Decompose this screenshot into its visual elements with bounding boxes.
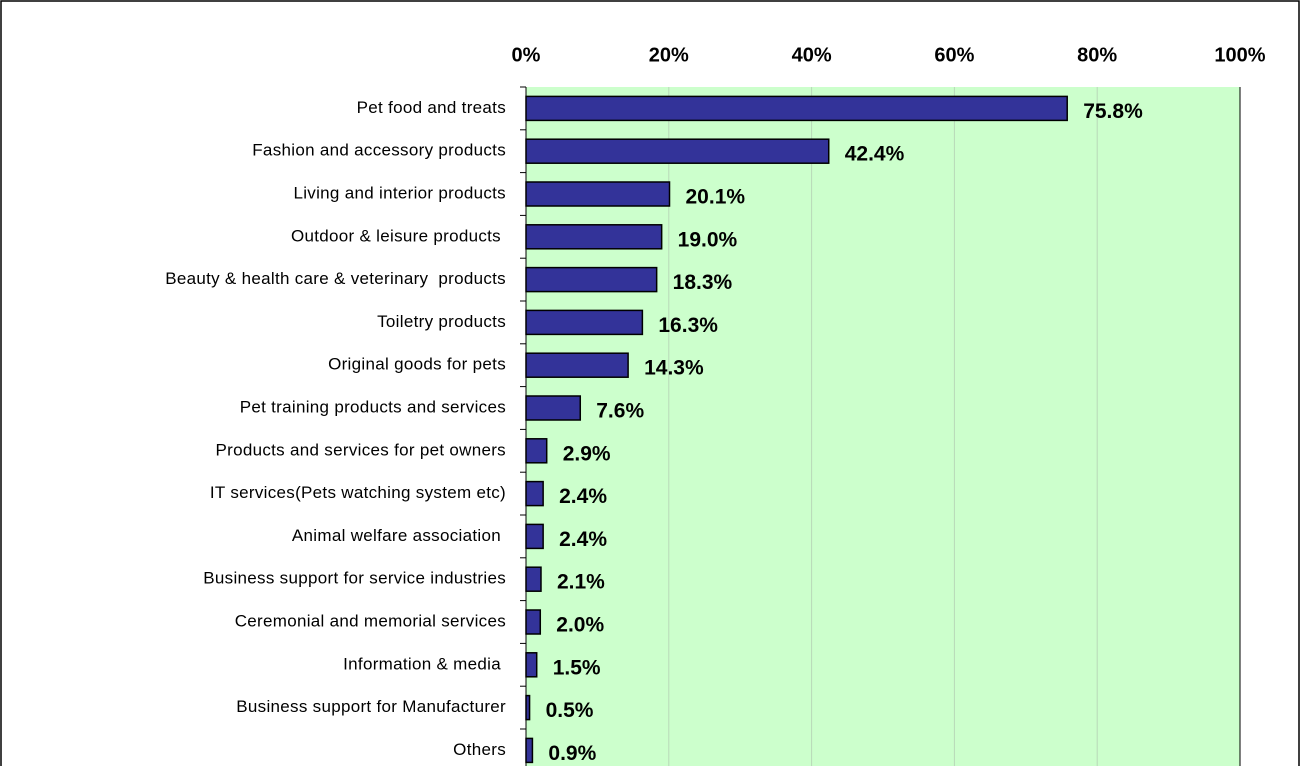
- x-tick-label: 60%: [934, 44, 974, 66]
- y-tick-label: Products and services for pet owners: [216, 440, 507, 459]
- bar: [525, 566, 542, 592]
- value-label: 14.3%: [644, 357, 704, 380]
- bar: [525, 266, 658, 293]
- y-tick-label: Animal welfare association: [292, 526, 506, 545]
- x-tick-label: 40%: [792, 44, 832, 66]
- y-tick-label: Others: [453, 740, 506, 759]
- value-label: 2.0%: [556, 614, 604, 637]
- y-tick-label: Business support for Manufacturer: [236, 697, 506, 716]
- y-tick-label: Information & media: [343, 654, 506, 673]
- y-tick-label: Ceremonial and memorial services: [235, 611, 506, 630]
- value-label: 20.1%: [686, 186, 746, 209]
- bar: [525, 609, 542, 635]
- value-label: 16.3%: [658, 314, 718, 337]
- bar: [525, 395, 582, 421]
- value-label: 0.5%: [546, 699, 594, 722]
- bar: [525, 523, 544, 550]
- y-tick-label: Original goods for pets: [328, 355, 506, 374]
- value-label: 75.8%: [1083, 100, 1143, 123]
- bar: [525, 95, 1068, 122]
- y-tick-label: Beauty & health care & veterinary produc…: [165, 269, 506, 288]
- y-tick-label: Outdoor & leisure products: [291, 226, 506, 245]
- y-tick-label: Pet food and treats: [357, 98, 506, 117]
- x-tick-label: 80%: [1077, 44, 1117, 66]
- x-tick-label: 100%: [1214, 44, 1265, 66]
- bar: [525, 652, 538, 678]
- bar: [525, 224, 663, 250]
- value-label: 2.9%: [563, 442, 611, 465]
- bar: [525, 181, 671, 207]
- y-tick-label: IT services(Pets watching system etc): [210, 483, 506, 502]
- bar: [525, 737, 534, 764]
- x-tick-label: 0%: [512, 44, 541, 66]
- value-label: 18.3%: [673, 271, 733, 294]
- value-label: 2.4%: [559, 485, 607, 508]
- bar: [525, 438, 548, 464]
- value-label: 19.0%: [678, 228, 738, 251]
- value-label: 2.1%: [557, 571, 605, 594]
- y-tick-label: Toiletry products: [377, 312, 506, 331]
- bar: [525, 309, 644, 336]
- bar: [525, 694, 531, 721]
- value-label: 1.5%: [553, 656, 601, 679]
- value-label: 42.4%: [845, 143, 905, 166]
- x-tick-label: 20%: [649, 44, 689, 66]
- bar: [525, 480, 544, 507]
- bar: [525, 352, 629, 378]
- bar: [525, 138, 830, 164]
- y-tick-label: Pet training products and services: [240, 397, 506, 416]
- y-tick-label: Fashion and accessory products: [252, 141, 506, 160]
- value-label: 0.9%: [548, 742, 596, 765]
- value-label: 7.6%: [596, 400, 644, 423]
- value-label: 2.4%: [559, 528, 607, 551]
- y-tick-label: Living and interior products: [293, 183, 506, 202]
- y-tick-label: Business support for service industries: [203, 569, 506, 588]
